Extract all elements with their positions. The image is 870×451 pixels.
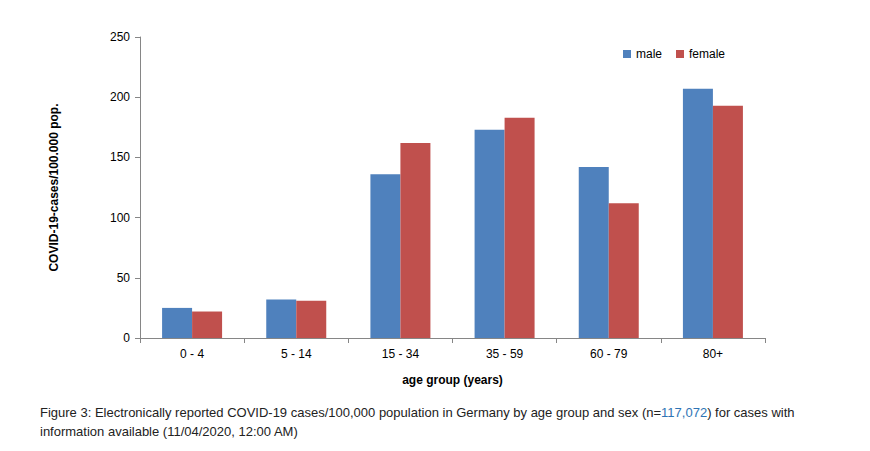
- svg-text:250: 250: [110, 30, 130, 44]
- svg-text:200: 200: [110, 90, 130, 104]
- svg-text:150: 150: [110, 150, 130, 164]
- svg-text:0 - 4: 0 - 4: [180, 347, 204, 361]
- html-text:Figure 3: Electronically repor: Figure 3: Electronically reported COVID-…: [40, 405, 795, 439]
- svg-text:35 - 59: 35 - 59: [486, 347, 524, 361]
- svg-text:COVID-19-cases/100.000 pop.: COVID-19-cases/100.000 pop.: [47, 103, 61, 271]
- svg-text:50: 50: [117, 271, 131, 285]
- svg-text:age group (years): age group (years): [402, 373, 503, 387]
- svg-text:60 - 79: 60 - 79: [590, 347, 628, 361]
- svg-text:female: female: [689, 47, 725, 61]
- svg-text:15 - 34: 15 - 34: [382, 347, 420, 361]
- svg-text:80+: 80+: [703, 347, 723, 361]
- svg-text:5 - 14: 5 - 14: [281, 347, 312, 361]
- svg-text:male: male: [636, 47, 662, 61]
- svg-text:100: 100: [110, 211, 130, 225]
- svg-text:0: 0: [123, 331, 130, 345]
